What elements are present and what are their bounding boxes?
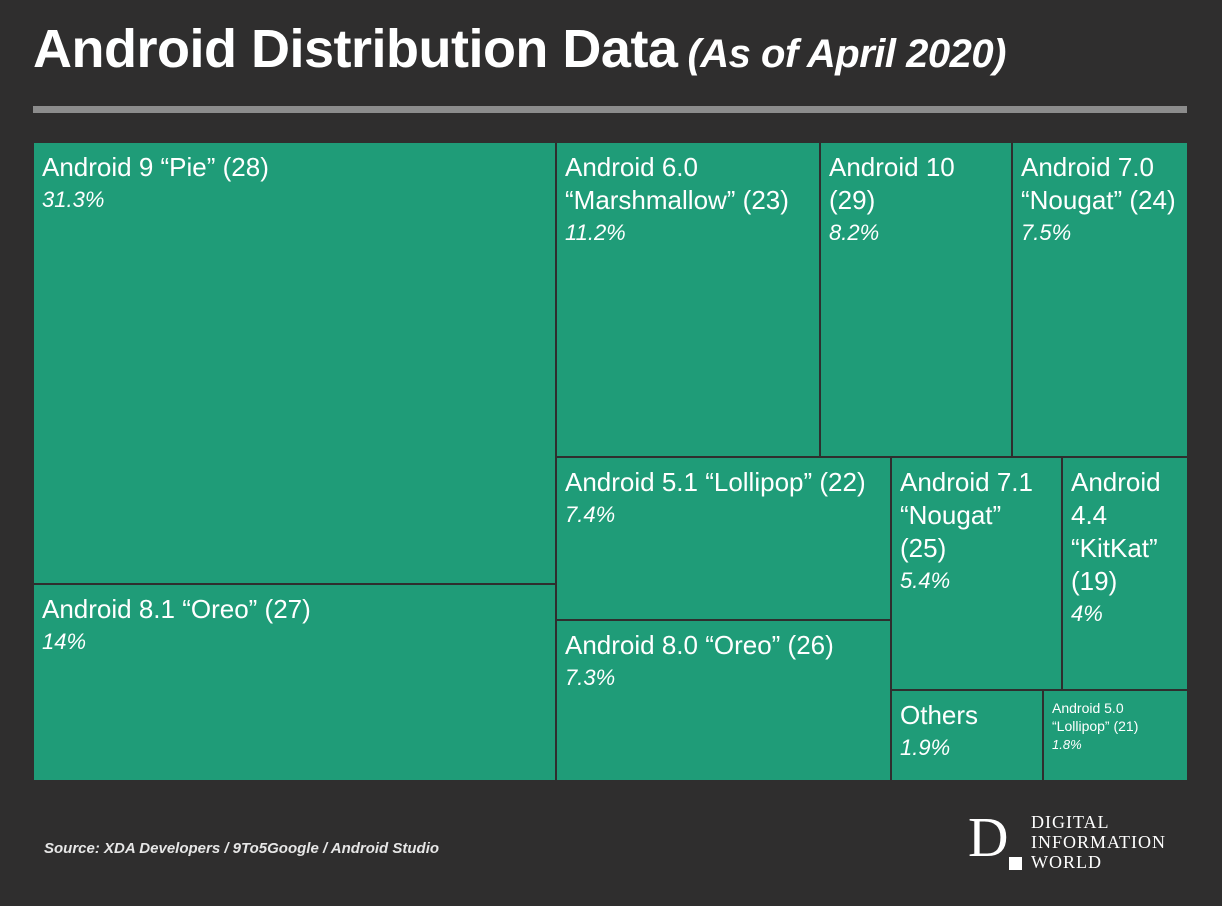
tile-value-label: 7.4%	[565, 502, 616, 527]
tile-value-label: 7.3%	[565, 665, 616, 690]
treemap-tile: Android 5.1 “Lollipop” (22) 7.4%	[556, 457, 891, 620]
chart-title: Android Distribution Data (As of April 20…	[33, 18, 1006, 80]
treemap-tile: Android 7.0 “Nougat” (24) 7.5%	[1012, 142, 1188, 457]
tile-value-label: 7.5%	[1021, 220, 1072, 245]
tile-value-label: 5.4%	[900, 568, 951, 593]
title-divider	[33, 106, 1187, 113]
tile-label: Android 8.1 “Oreo” (27)	[42, 594, 311, 624]
source-note: Source: XDA Developers / 9To5Google / An…	[44, 840, 440, 857]
tile-value-label: 8.2%	[829, 220, 880, 245]
chart-title-text: Android Distribution Data	[33, 19, 678, 79]
treemap-tile: Android 8.1 “Oreo” (27) 14%	[33, 584, 556, 781]
tile-value-label: 11.2%	[565, 220, 626, 245]
brand-logo: D DIGITAL INFORMATION WORLD	[968, 810, 1188, 872]
treemap-tile: Android 10 (29) 8.2%	[820, 142, 1012, 457]
treemap-tile: Android 9 “Pie” (28) 31.3%	[33, 142, 556, 584]
tile-label: Android 5.1 “Lollipop” (22)	[565, 467, 866, 497]
tile-label: Android 5.0 “Lollipop” (21)	[1052, 700, 1139, 734]
tile-value-label: 1.8%	[1052, 737, 1082, 752]
treemap-tile: Others 1.9%	[891, 690, 1043, 781]
logo-line: DIGITAL	[1031, 812, 1110, 832]
tile-label: Android 10 (29)	[829, 152, 955, 215]
tile-label: Android 7.0 “Nougat” (24)	[1021, 152, 1176, 215]
tile-label: Android 6.0 “Marshmallow” (23)	[565, 152, 789, 215]
logo-line: INFORMATION	[1031, 832, 1167, 852]
treemap-tile: Android 7.1 “Nougat” (25) 5.4%	[891, 457, 1062, 690]
logo-square-icon	[1009, 857, 1022, 870]
tile-value-label: 31.3%	[42, 187, 105, 212]
treemap-tile: Android 6.0 “Marshmallow” (23) 11.2%	[556, 142, 820, 457]
treemap-tile: Android 5.0 “Lollipop” (21) 1.8%	[1043, 690, 1188, 781]
logo-mark: D	[968, 807, 1009, 869]
treemap-tile: Android 8.0 “Oreo” (26) 7.3%	[556, 620, 891, 781]
tile-label: Android 7.1 “Nougat” (25)	[900, 467, 1033, 563]
tile-value-label: 4%	[1071, 601, 1103, 626]
tile-label: Others	[900, 700, 979, 730]
tile-label: Android 8.0 “Oreo” (26)	[565, 630, 834, 660]
logo-wordmark: DIGITAL INFORMATION WORLD	[1031, 812, 1166, 872]
tile-value-label: 1.9%	[900, 735, 951, 760]
tile-label: Android 4.4 “KitKat” (19)	[1071, 467, 1161, 596]
logo-line: WORLD	[1031, 852, 1102, 872]
tile-label: Android 9 “Pie” (28)	[42, 152, 269, 182]
treemap-tile: Android 4.4 “KitKat” (19) 4%	[1062, 457, 1188, 690]
chart-subtitle: (As of April 2020)	[687, 32, 1006, 76]
tile-value-label: 14%	[42, 629, 87, 654]
